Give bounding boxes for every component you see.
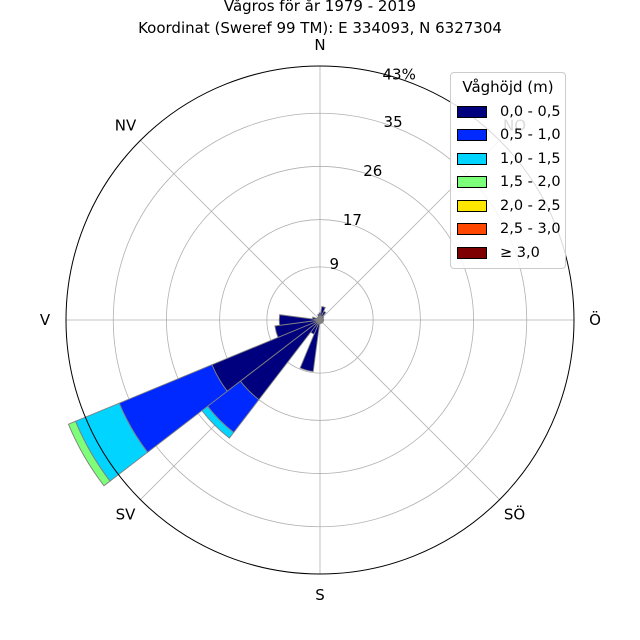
radial-tick-label: 17 [343, 211, 362, 229]
legend-item: 1,5 - 2,0 [451, 171, 565, 195]
direction-label: SÖ [504, 505, 525, 524]
radial-tick-label: 35 [384, 113, 403, 131]
direction-label: V [40, 311, 51, 329]
legend-item: 0,5 - 1,0 [451, 124, 565, 148]
legend-item: 2,5 - 3,0 [451, 218, 565, 242]
legend-swatch [457, 152, 487, 165]
radial-tick-label: 26 [363, 162, 382, 180]
sector-bar [318, 312, 322, 321]
radial-max-label: 43% [383, 65, 416, 83]
legend: Våghöjd (m) 0,0 - 0,5 0,5 - 1,0 1,0 - 1,5 1… [450, 72, 566, 269]
radial-tick-label: 9 [330, 255, 340, 273]
legend-label: 1,0 - 1,5 [500, 150, 561, 167]
chart-subtitle: Koordinat (Sweref 99 TM): E 334093, N 63… [138, 19, 502, 37]
sector-bar [274, 319, 321, 338]
legend-label: 0,5 - 1,0 [500, 127, 561, 144]
legend-item: 2,0 - 2,5 [451, 194, 565, 218]
polar-frame [65, 65, 575, 575]
direction-label: Ö [589, 310, 601, 329]
legend-swatch [457, 223, 487, 236]
direction-label: SV [116, 506, 137, 524]
legend-label: 2,0 - 2,5 [500, 197, 561, 214]
sector-bar [67, 420, 111, 487]
legend-item: 0,0 - 0,5 [451, 100, 565, 124]
grid-ring [112, 112, 528, 528]
legend-swatch [457, 199, 487, 212]
direction-label: S [315, 586, 325, 604]
legend-swatch [457, 176, 487, 189]
legend-swatch [457, 246, 487, 259]
direction-label: NV [115, 117, 137, 135]
grid-spoke [319, 319, 500, 500]
legend-item: ≥ 3,0 [451, 241, 565, 265]
legend-item: 1,0 - 1,5 [451, 147, 565, 171]
legend-label: 2,5 - 3,0 [500, 221, 561, 238]
legend-title: Våghöjd (m) [462, 78, 554, 96]
grid-spoke [140, 140, 321, 321]
legend-label: ≥ 3,0 [500, 244, 540, 261]
grid-ring [219, 219, 421, 421]
legend-swatch [457, 105, 487, 118]
sector-bar [278, 314, 321, 326]
legend-label: 1,5 - 2,0 [500, 174, 561, 191]
legend-swatch [457, 129, 487, 142]
grid-ring [166, 166, 474, 474]
chart-title: Vågros för år 1979 - 2019 [223, 0, 417, 15]
legend-label: 0,0 - 0,5 [500, 103, 561, 120]
direction-label: N [314, 36, 325, 54]
grid-ring [266, 266, 374, 374]
